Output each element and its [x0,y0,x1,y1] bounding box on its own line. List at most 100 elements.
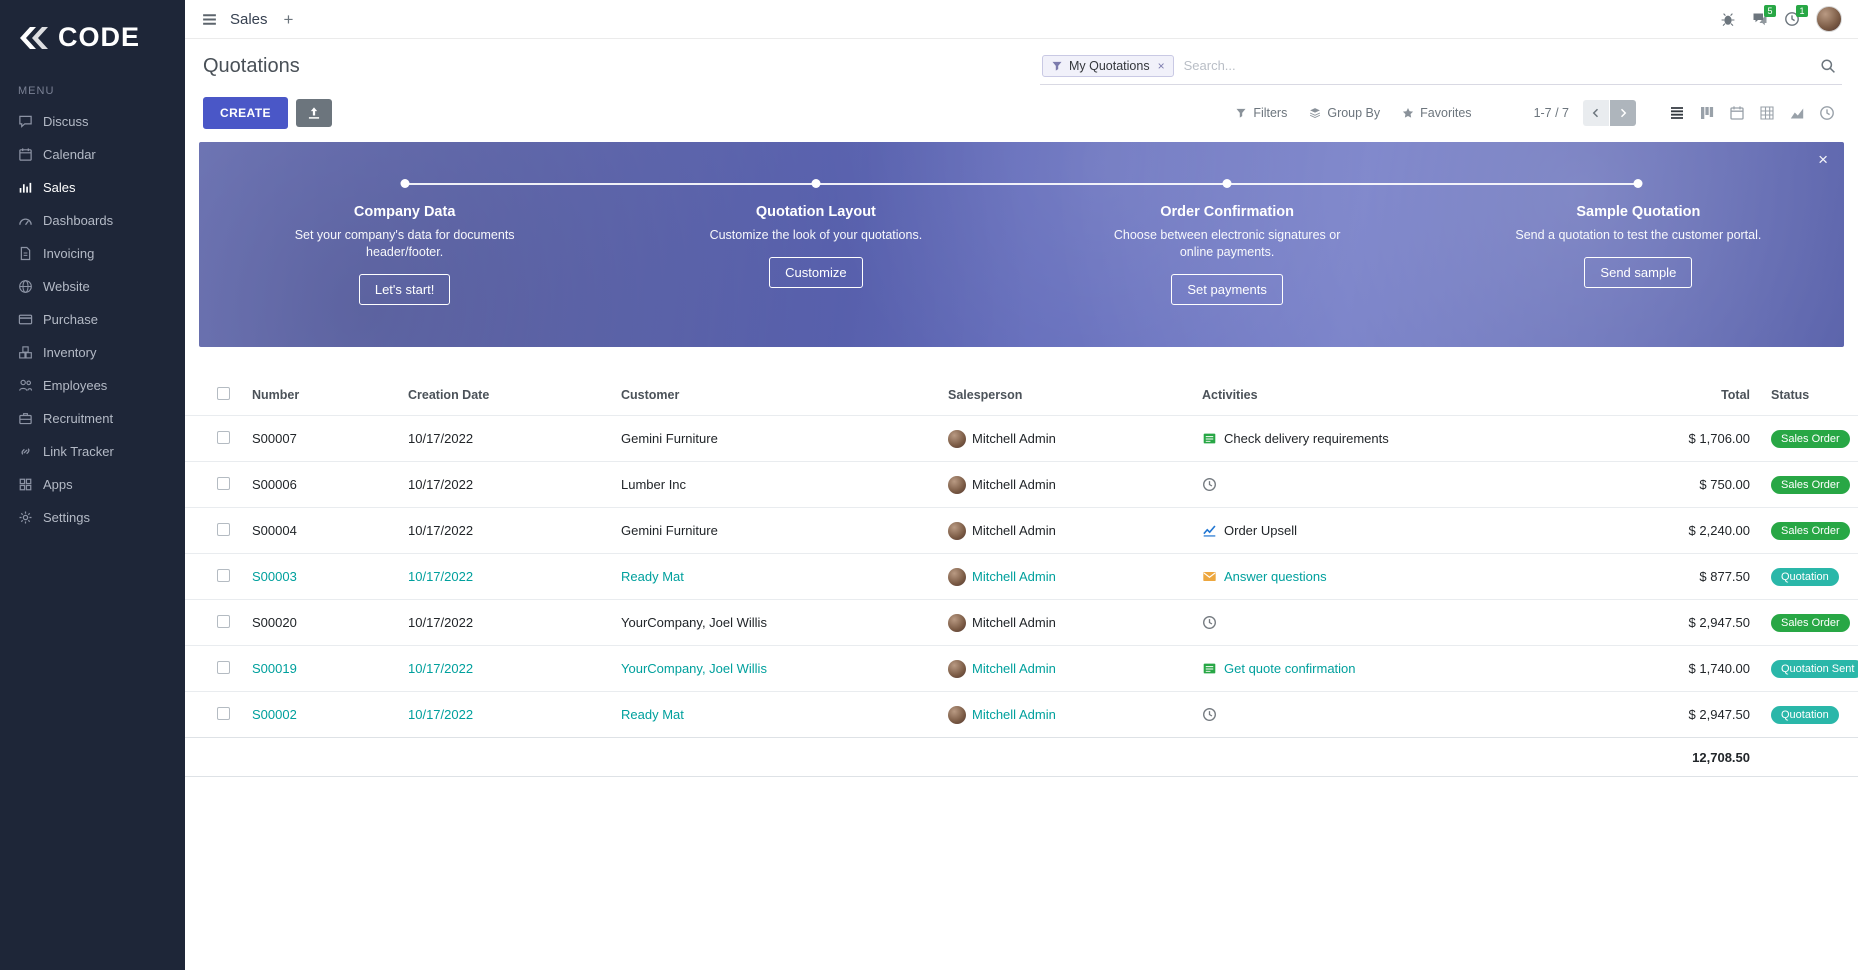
cell-customer: YourCompany, Joel Willis [621,615,767,630]
table-row[interactable]: S00004 10/17/2022 Gemini Furniture Mitch… [185,507,1858,553]
hamburger-menu-icon[interactable] [201,11,218,28]
sidebar-item-employees[interactable]: Employees [0,369,185,402]
cell-customer: Lumber Inc [621,477,687,492]
cell-activity[interactable] [1202,707,1632,722]
row-checkbox[interactable] [217,476,230,490]
layers-icon [1309,107,1321,119]
row-checkbox[interactable] [217,706,230,720]
search-input[interactable] [1183,58,1820,73]
row-checkbox[interactable] [217,430,230,444]
cell-activity[interactable]: Get quote confirmation [1202,661,1632,676]
table-footer-row: 12,708.50 [185,737,1858,777]
header-status[interactable]: Status [1771,388,1810,402]
send-sample-button[interactable]: Send sample [1584,256,1693,288]
search-icon[interactable] [1820,58,1836,74]
set-payments-button[interactable]: Set payments [1171,273,1283,305]
table-row[interactable]: S00006 10/17/2022 Lumber Inc Mitchell Ad… [185,461,1858,507]
sidebar-item-discuss[interactable]: Discuss [0,105,185,138]
cell-number[interactable]: S00020 [252,615,297,630]
header-creation-date[interactable]: Creation Date [408,388,490,402]
schedule-activity-clock-icon[interactable] [1202,477,1217,492]
messages-icon[interactable]: 5 [1752,5,1776,27]
sidebar-item-inventory[interactable]: Inventory [0,336,185,369]
sidebar-item-purchase[interactable]: Purchase [0,303,185,336]
brand-logo[interactable]: CODE [0,0,185,63]
row-checkbox[interactable] [217,568,230,582]
cell-activity[interactable]: Check delivery requirements [1202,431,1632,446]
user-avatar[interactable] [1816,6,1842,32]
table-row[interactable]: S00003 10/17/2022 Ready Mat Mitchell Adm… [185,553,1858,599]
select-all-checkbox[interactable] [217,387,230,400]
table-row[interactable]: S00020 10/17/2022 YourCompany, Joel Will… [185,599,1858,645]
row-checkbox[interactable] [217,614,230,628]
header-customer[interactable]: Customer [621,388,680,402]
filter-icon [1051,60,1063,72]
activities-clock-icon[interactable]: 1 [1784,5,1808,27]
header-number[interactable]: Number [252,388,300,402]
pager-previous-button[interactable] [1583,100,1609,126]
cell-number[interactable]: S00004 [252,523,297,538]
favorites-button[interactable]: Favorites [1402,106,1472,120]
sidebar-item-settings[interactable]: Settings [0,501,185,534]
cell-total: $ 750.00 [1699,477,1750,492]
invoice-icon [18,246,33,261]
sidebar-item-sales[interactable]: Sales [0,171,185,204]
tasks-activity-icon [1202,661,1217,676]
sidebar-item-recruitment[interactable]: Recruitment [0,402,185,435]
upload-button[interactable] [295,99,332,127]
row-checkbox[interactable] [217,522,230,536]
calendar-view-button[interactable] [1722,100,1752,126]
onboarding-step-quotation-layout: Quotation Layout Customize the look of y… [610,176,1021,305]
header-salesperson[interactable]: Salesperson [948,388,1023,402]
header-total[interactable]: Total [1721,388,1750,402]
brand-name: CODE [58,22,141,52]
debug-bug-icon[interactable] [1720,11,1736,27]
cell-number[interactable]: S00003 [252,569,297,584]
activity-view-button[interactable] [1812,100,1842,126]
group-by-button[interactable]: Group By [1309,106,1380,120]
sidebar-item-invoicing[interactable]: Invoicing [0,237,185,270]
sidebar-item-calendar[interactable]: Calendar [0,138,185,171]
cell-total: $ 1,706.00 [1688,431,1750,446]
customize-button[interactable]: Customize [769,256,863,288]
new-tab-button[interactable]: + [283,9,294,29]
sidebar-item-website[interactable]: Website [0,270,185,303]
cell-number[interactable]: S00006 [252,477,297,492]
search-bar[interactable]: My Quotations × [1040,51,1842,85]
cell-number[interactable]: S00019 [252,661,297,676]
lets-start-button[interactable]: Let's start! [358,273,451,305]
table-row[interactable]: S00019 10/17/2022 YourCompany, Joel Will… [185,645,1858,691]
gear-icon [18,510,33,525]
graph-view-button[interactable] [1782,100,1812,126]
sidebar-item-dashboards[interactable]: Dashboards [0,204,185,237]
cell-activity[interactable] [1202,477,1632,492]
sidebar-item-apps[interactable]: Apps [0,468,185,501]
facet-remove-icon[interactable]: × [1157,58,1165,73]
row-checkbox[interactable] [217,660,230,674]
header-activities[interactable]: Activities [1202,388,1258,402]
list-view-button[interactable] [1662,100,1692,126]
cell-number[interactable]: S00002 [252,707,297,722]
cell-activity[interactable] [1202,615,1632,630]
status-badge: Quotation [1771,567,1839,586]
create-button[interactable]: CREATE [203,97,288,129]
filters-button[interactable]: Filters [1235,106,1287,120]
sidebar-item-link-tracker[interactable]: Link Tracker [0,435,185,468]
banner-close-icon[interactable]: × [1818,150,1828,169]
table-row[interactable]: S00002 10/17/2022 Ready Mat Mitchell Adm… [185,691,1858,737]
pivot-view-button[interactable] [1752,100,1782,126]
briefcase-icon [18,411,33,426]
search-facet[interactable]: My Quotations × [1042,54,1174,77]
schedule-activity-clock-icon[interactable] [1202,615,1217,630]
cell-activity[interactable]: Order Upsell [1202,523,1632,538]
pager-next-button[interactable] [1610,100,1636,126]
schedule-activity-clock-icon[interactable] [1202,707,1217,722]
cell-activity[interactable]: Answer questions [1202,569,1632,584]
kanban-view-button[interactable] [1692,100,1722,126]
table-row[interactable]: S00007 10/17/2022 Gemini Furniture Mitch… [185,415,1858,461]
app-title[interactable]: Sales [230,10,268,28]
step-description: Send a quotation to test the customer po… [1515,228,1762,242]
cell-number[interactable]: S00007 [252,431,297,446]
brand-logo-icon [16,25,50,51]
